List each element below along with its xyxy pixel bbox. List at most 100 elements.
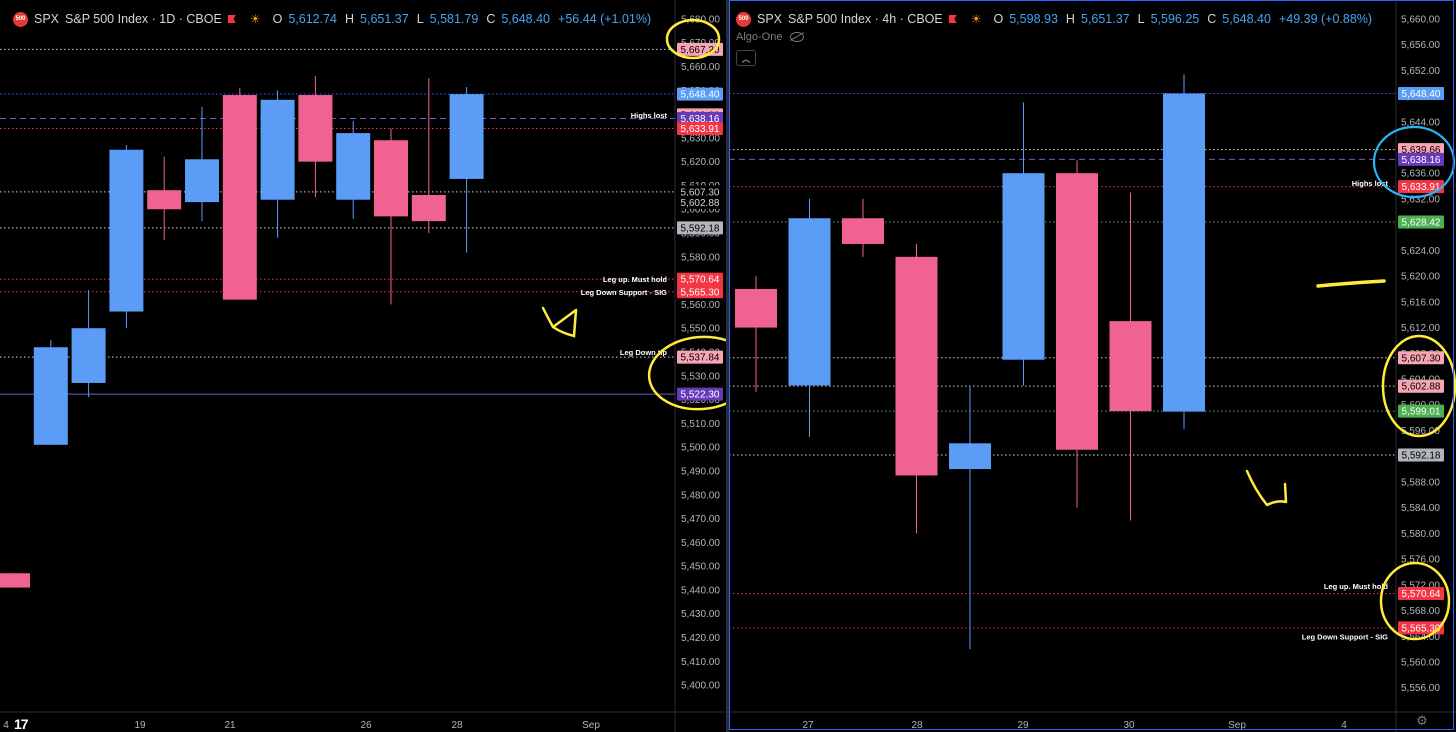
indicator-name[interactable]: Algo-One [736,31,783,43]
symbol-name[interactable]: SPX [757,12,783,26]
price-label-box [1398,152,1444,166]
y-tick-label: 5,588.00 [1401,477,1440,488]
x-tick-label: 4 [1341,720,1347,731]
y-tick-label: 5,584.00 [1401,503,1440,514]
y-tick-label: 5,596.00 [1401,426,1440,437]
y-tick-label: 5,644.00 [1401,117,1440,128]
price-label-box [677,185,723,199]
y-tick-label: 5,576.00 [1401,555,1440,566]
price-label: 5,522.30 [681,390,720,401]
marker-circle [647,335,726,411]
symbol-badge: 500 [13,11,28,27]
symbol-badge: 500 [736,11,751,27]
price-label-box [677,272,723,286]
marker-circle [1381,334,1456,438]
annotation-text: Highs lost [1352,179,1389,188]
tradingview-logo[interactable]: 17 [14,716,29,732]
chevron-up-icon[interactable]: ︿ [736,50,756,66]
chart-title[interactable]: S&P 500 Index · 4h · CBOE [788,12,943,26]
price-label: 5,565.30 [681,287,720,298]
price-label-box [677,350,723,364]
close-key: C [486,12,496,26]
chart-title[interactable]: S&P 500 Index · 1D · CBOE [65,12,222,26]
daily-chart-canvas[interactable]: 5,400.00 5,410.00 5,420.00 5,430.00 5,440.00… [0,0,726,732]
daily-header: 500 SPX S&P 500 Index · 1D · CBOE ☀ O 5,6… [13,9,653,29]
y-tick-label: 5,410.00 [681,657,720,668]
price-label: 5,592.18 [1402,451,1441,462]
candle-body [1056,173,1098,450]
chart-panel-4h[interactable]: 5,556.00 5,560.00 5,564.00 5,568.00 5,572.00… [729,0,1456,732]
y-tick-label: 5,470.00 [681,514,720,525]
y-tick-label: 5,400.00 [681,681,720,692]
high-value: 5,651.37 [360,12,409,26]
price-label: 5,607.30 [681,187,720,198]
price-label: 5,602.88 [1402,382,1441,393]
y-tick-label: 5,616.00 [1401,297,1440,308]
chart-panel-daily[interactable]: 5,400.00 5,410.00 5,420.00 5,430.00 5,440.00… [0,0,726,732]
price-label-box [677,111,723,125]
candle-body [788,218,831,386]
candle-body [71,328,106,383]
y-tick-label: 5,624.00 [1401,246,1440,257]
4h-chart-canvas[interactable]: 5,556.005,560.005,564.005,568.005,572.00… [729,0,1456,732]
x-tick-label: 27 [802,720,814,731]
price-label: 5,592.18 [681,223,720,234]
y-tick-label: 5,580.00 [1401,529,1440,540]
marker-circle [1379,561,1451,641]
price-label: 5,599.01 [1402,407,1441,418]
y-tick-label: 5,660.00 [681,62,720,73]
y-tick-label: 5,560.00 [681,300,720,311]
open-key: O [272,12,283,26]
sun-icon[interactable]: ☀ [249,12,261,26]
y-tick-label: 5,430.00 [681,609,720,620]
panel-divider[interactable] [726,0,729,732]
annotation-text: Leg Down Support - SIG [1302,632,1388,641]
y-tick-label: 5,490.00 [681,466,720,477]
price-label: 5,633.91 [1402,182,1441,193]
y-tick-label: 5,550.00 [681,324,720,335]
symbol-name[interactable]: SPX [34,12,60,26]
y-tick-label: 5,600.00 [681,205,720,216]
y-tick-label: 5,620.00 [1401,272,1440,283]
price-label: 5,648.40 [1402,89,1441,100]
low-value: 5,581.79 [429,12,479,26]
low-value: 5,596.25 [1150,12,1200,26]
eye-off-icon[interactable] [790,32,805,42]
y-tick-label: 5,460.00 [681,538,720,549]
price-label: 5,565.30 [1402,623,1441,634]
y-tick-label: 5,660.00 [1401,14,1440,25]
price-label-box [1398,404,1444,418]
y-tick-label: 5,450.00 [681,562,720,573]
candle-body [1002,173,1045,360]
y-tick-label: 5,612.00 [1401,323,1440,334]
indicator-legend[interactable]: Algo-One [736,31,805,43]
marker-stroke [1316,279,1386,288]
change-value: +56.44 (+1.01%) [558,12,652,26]
candle-body [298,95,333,162]
y-tick-label: 5,556.00 [1401,683,1440,694]
annotation-text: Highs lost [631,111,668,120]
open-value: 5,598.93 [1009,12,1058,26]
price-label: 5,570.64 [681,275,720,286]
marker-circle [665,18,721,60]
candle-body [949,443,991,470]
gear-icon[interactable]: ⚙ [1416,713,1428,728]
x-tick-label: 21 [224,720,236,731]
price-label: 5,638.16 [681,114,720,125]
flag-icon[interactable] [948,15,957,23]
price-label-box [1398,215,1444,229]
price-label: 5,602.88 [681,198,720,209]
price-label-box [677,387,723,401]
x-tick-label: Sep [582,720,600,731]
close-value: 5,648.40 [1222,12,1271,26]
x-tick-label: 4 [3,720,9,731]
sun-icon[interactable]: ☀ [970,12,982,26]
candle-body [260,99,295,200]
x-tick-label: 30 [1123,720,1135,731]
price-label-box [677,285,723,299]
flag-icon[interactable] [227,15,236,23]
annotation-text: Leg Down tip [620,348,667,357]
candle-body [147,190,182,210]
price-label: 5,638.16 [1402,155,1441,166]
price-label: 5,607.30 [1402,353,1441,364]
